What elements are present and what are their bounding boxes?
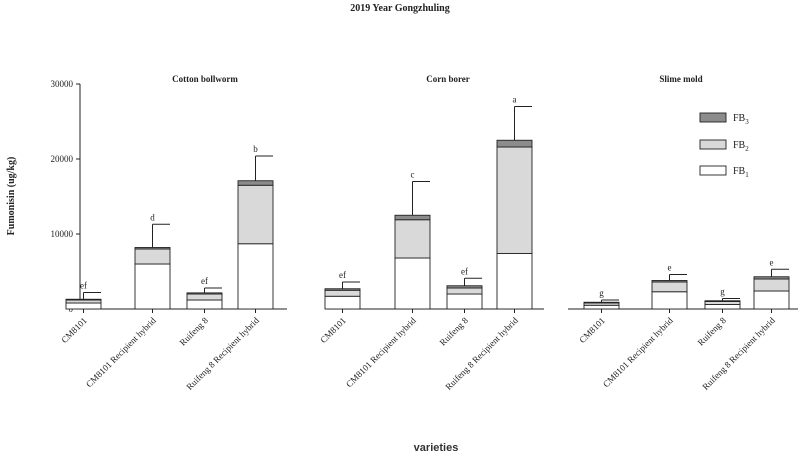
bar-segment-fb3 [651, 280, 688, 283]
significance-letter: ef [461, 266, 468, 276]
bar-segment-fb2 [704, 301, 741, 305]
bar-segment-fb2 [651, 281, 688, 293]
bar-segment-fb2 [753, 278, 790, 292]
bar-segment-fb2 [446, 287, 483, 295]
bar-segment-fb3 [446, 285, 483, 289]
bar-segment-fb1 [65, 302, 102, 310]
y-axis-label: Fumonisin (ug/kg) [6, 157, 17, 236]
legend-swatch-fb1 [699, 165, 727, 176]
bar-segment-fb2 [394, 219, 431, 259]
chart-title: 2019 Year Gongzhuling [350, 3, 449, 14]
bar-segment-fb2 [65, 299, 102, 304]
significance-letter: e [770, 257, 774, 267]
significance-letter: e [668, 263, 672, 273]
x-tick-label: CM8101 [577, 315, 607, 345]
group-title: Corn borer [426, 74, 470, 84]
x-tick-label: CM8101 Recipient hybrid [344, 315, 418, 389]
legend-label-fb3: FB3 [733, 113, 749, 126]
bar-segment-fb1 [324, 295, 361, 310]
bar-group: Slime mold g CM8101 e CM8101 Recipient hybri… [577, 74, 790, 392]
bar-segment-fb1 [446, 293, 483, 310]
bar-segment-fb1 [651, 291, 688, 310]
bar-group: Cotton bollworm ef CM8101 d CM8101 Recipient… [59, 74, 274, 392]
bar-segment-fb1 [186, 299, 223, 310]
x-tick-label: CM8101 [59, 315, 89, 345]
bar-groups: Cotton bollworm ef CM8101 d CM8101 Recipient… [59, 74, 790, 392]
significance-letter: g [599, 288, 604, 298]
bar-segment-fb1 [237, 243, 274, 310]
bar-segment-fb2 [134, 248, 171, 265]
legend: FB3 FB2 FB1 [699, 112, 749, 179]
bar-segment-fb1 [583, 304, 620, 310]
y-ticks: 0100002000030000 [51, 79, 80, 314]
x-tick-label: Ruifeng 8 [438, 315, 471, 348]
bar-segment-fb2 [237, 184, 274, 245]
y-tick-label: 30000 [51, 79, 74, 89]
significance-letter: ef [339, 270, 346, 280]
bar-segment-fb1 [753, 290, 790, 310]
x-axis-label: varieties [414, 442, 459, 454]
legend-swatch-fb3 [699, 112, 727, 123]
bar-segment-fb3 [753, 276, 790, 280]
significance-letter: b [253, 144, 258, 154]
legend-swatch-fb2 [699, 139, 727, 150]
y-tick-label: 10000 [51, 229, 74, 239]
bar-segment-fb2 [186, 293, 223, 301]
legend-label-fb2: FB2 [733, 140, 749, 153]
bar-segment-fb3 [237, 180, 274, 186]
bar-segment-fb3 [704, 300, 741, 302]
x-tick-label: Ruifeng 8 [696, 315, 729, 348]
bar-segment-fb3 [394, 214, 431, 221]
bar-segment-fb3 [186, 292, 223, 295]
bar-segment-fb1 [496, 253, 533, 310]
bar-segment-fb3 [496, 139, 533, 148]
x-tick-label: CM8101 [318, 315, 348, 345]
bar-segment-fb3 [65, 298, 102, 301]
significance-letter: c [411, 170, 415, 180]
significance-letter: a [513, 95, 517, 105]
group-title: Cotton bollworm [172, 74, 238, 84]
bar-segment-fb3 [324, 288, 361, 291]
y-tick-label: 20000 [51, 154, 74, 164]
bar-segment-fb1 [704, 304, 741, 310]
significance-letter: ef [201, 276, 208, 286]
legend-label-fb1: FB1 [733, 166, 749, 179]
significance-letter: g [720, 287, 725, 297]
significance-letter: d [150, 212, 155, 222]
bar-segment-fb2 [324, 289, 361, 297]
x-tick-label: CM8101 Recipient hybrid [84, 315, 158, 389]
bar-group: Corn borer ef CM8101 c CM8101 Recipient hybr… [318, 74, 533, 392]
significance-letter: ef [80, 281, 87, 291]
bar-segment-fb1 [394, 257, 431, 310]
bar-segment-fb2 [496, 146, 533, 254]
x-tick-label: CM8101 Recipient hybrid [601, 315, 675, 389]
bar-segment-fb3 [583, 301, 620, 304]
bar-segment-fb1 [134, 263, 171, 310]
bar-segment-fb3 [134, 247, 171, 250]
group-title: Slime mold [659, 74, 702, 84]
x-tick-label: Ruifeng 8 [178, 315, 211, 348]
